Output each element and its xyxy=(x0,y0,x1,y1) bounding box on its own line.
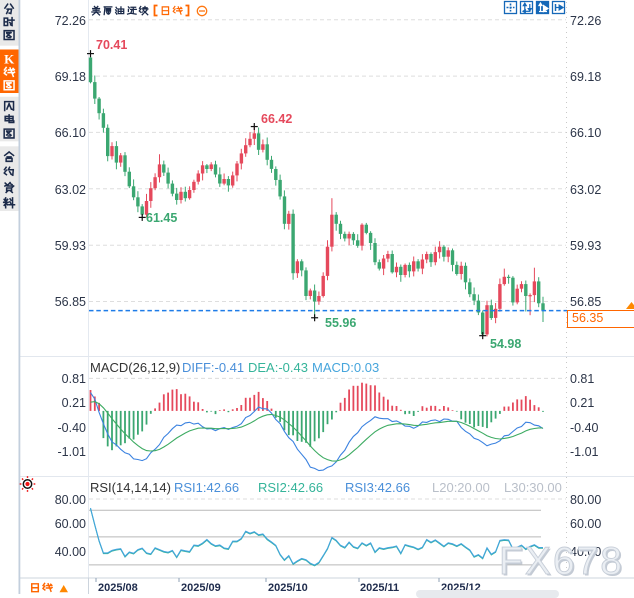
svg-text:K: K xyxy=(4,52,15,67)
